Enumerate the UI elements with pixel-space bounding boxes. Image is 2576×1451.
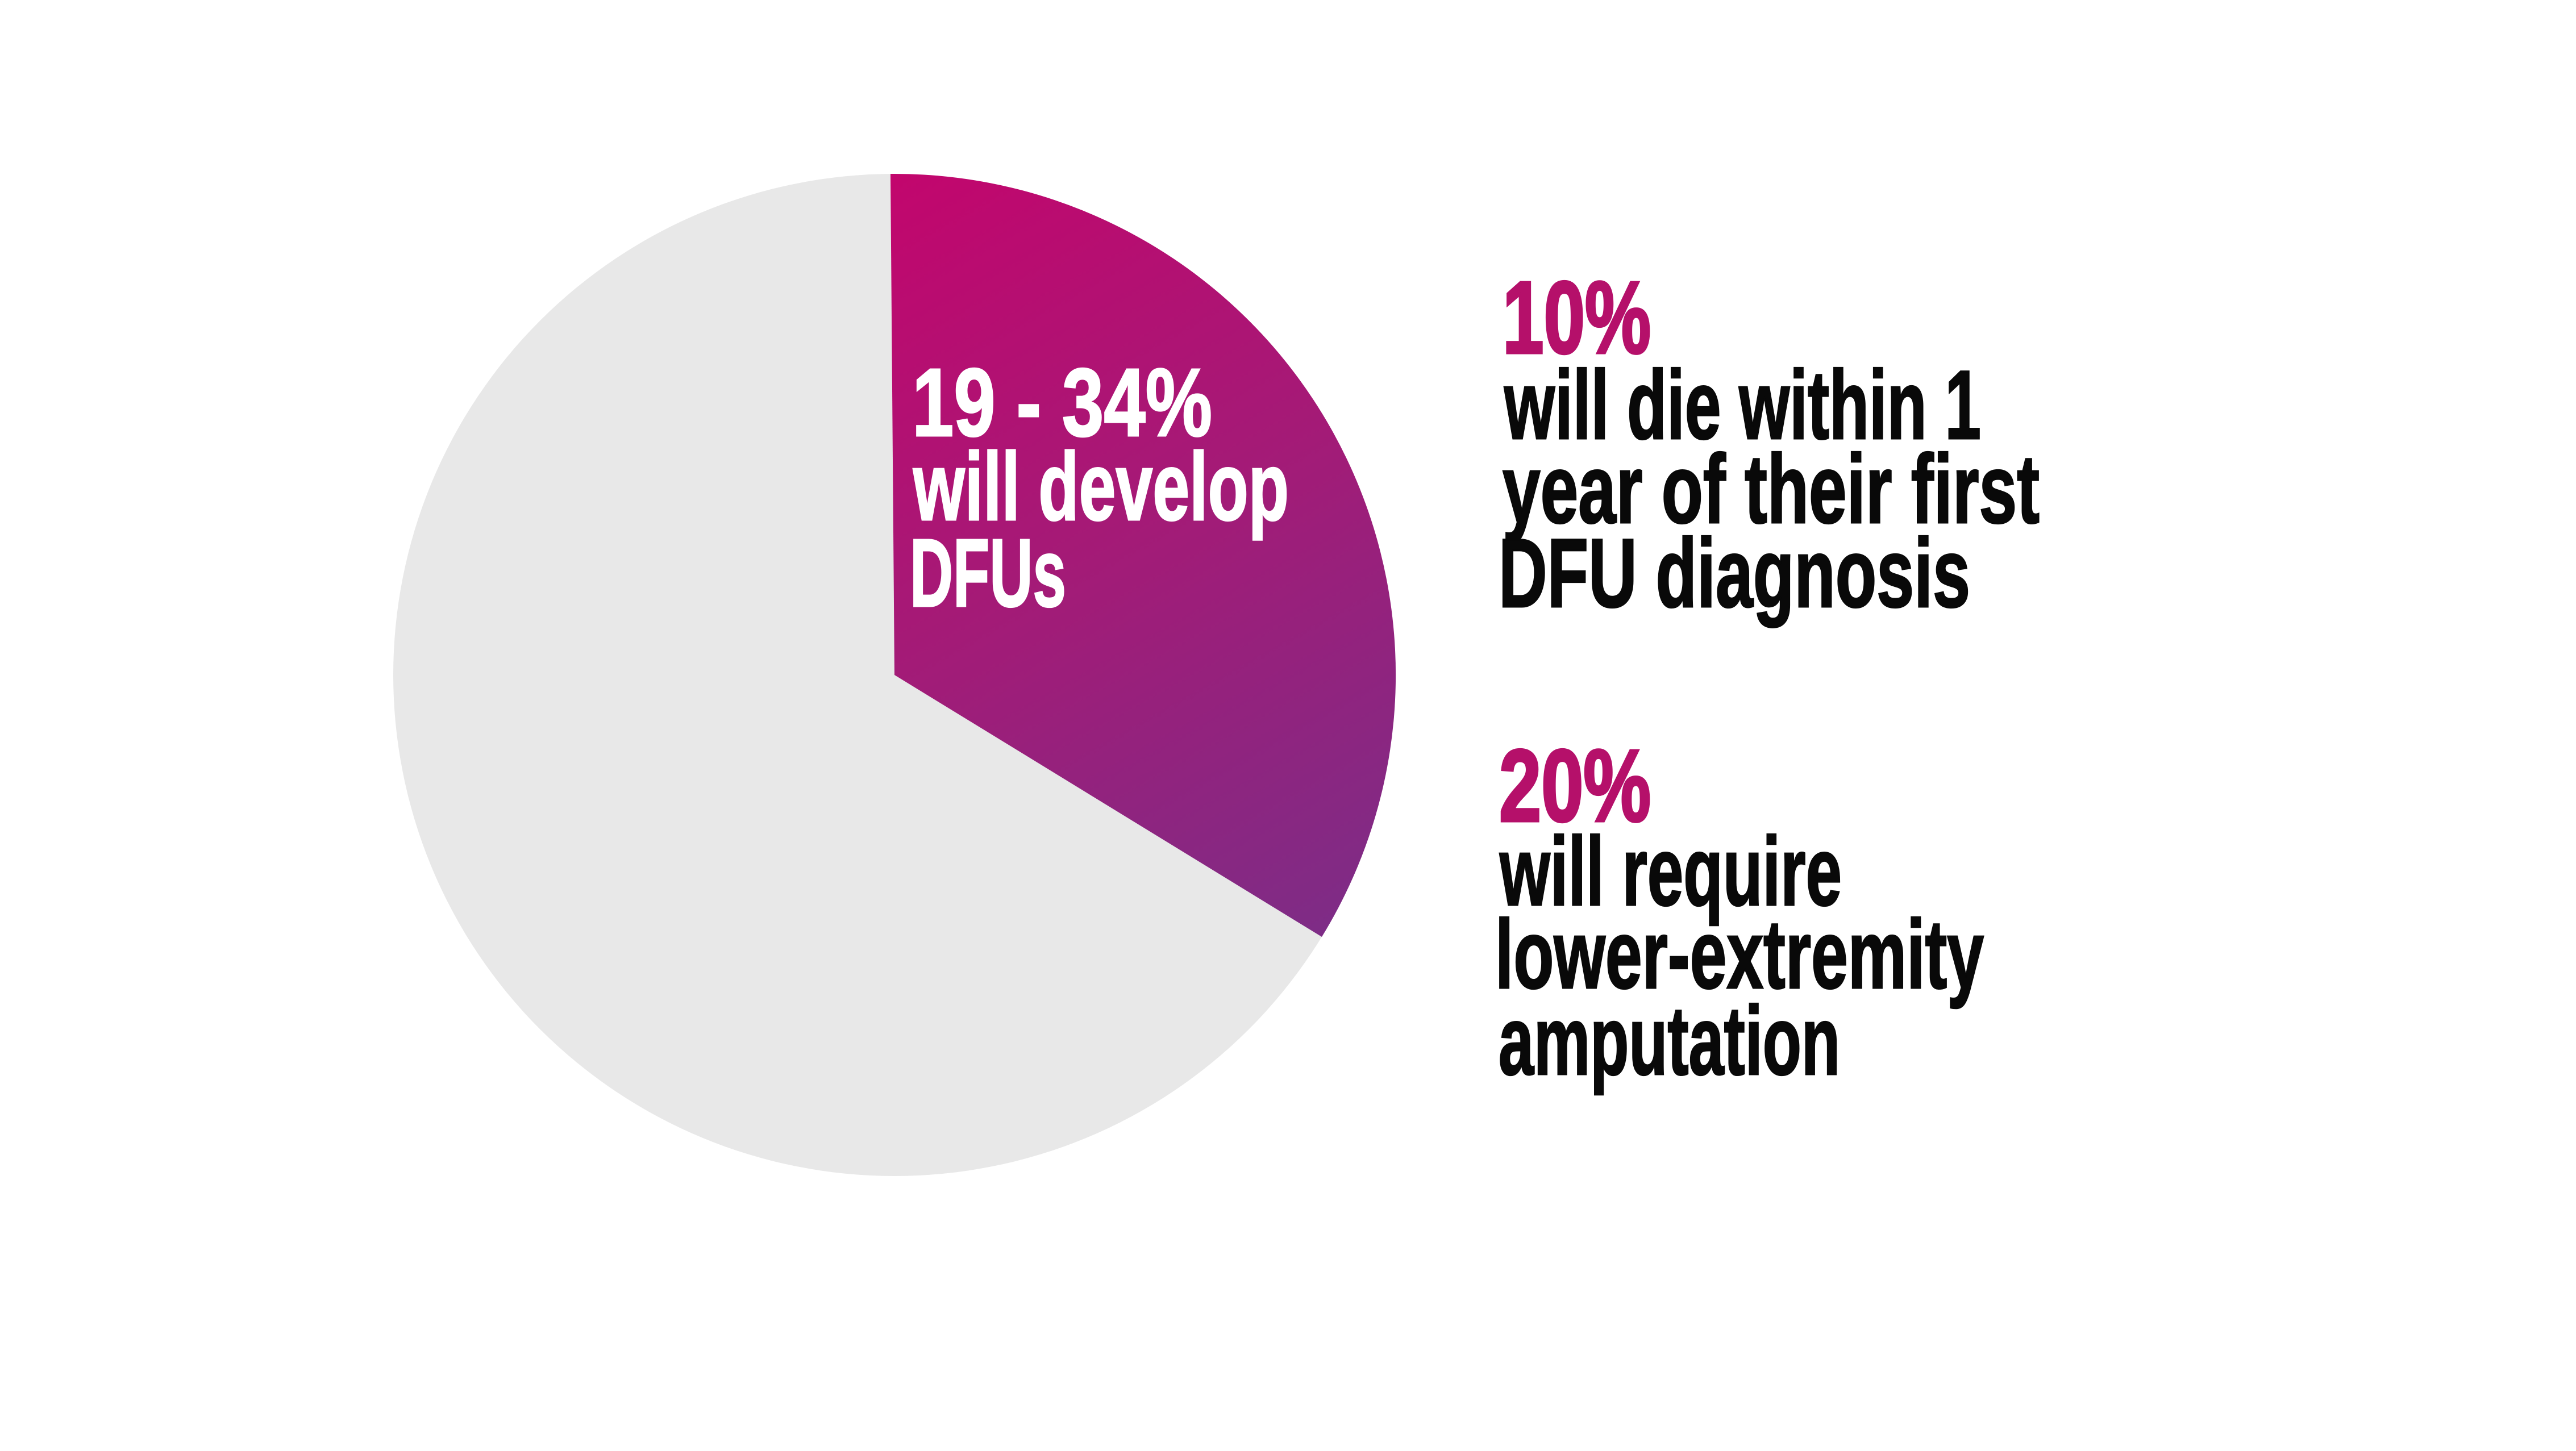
svg-text:lower-extremity: lower-extremity [1495,900,1984,1009]
svg-text:will die within 1: will die within 1 [1504,351,1981,460]
svg-text:20%: 20% [1499,729,1651,843]
svg-text:10%: 10% [1503,261,1651,375]
svg-text:DFUs: DFUs [910,519,1066,627]
svg-text:amputation: amputation [1499,986,1840,1095]
svg-text:will develop: will develop [913,433,1289,541]
svg-text:will require: will require [1499,817,1842,926]
svg-text:year of their first: year of their first [1503,435,2040,544]
svg-text:DFU diagnosis: DFU diagnosis [1499,519,1970,628]
svg-text:19 - 34%: 19 - 34% [912,349,1212,457]
